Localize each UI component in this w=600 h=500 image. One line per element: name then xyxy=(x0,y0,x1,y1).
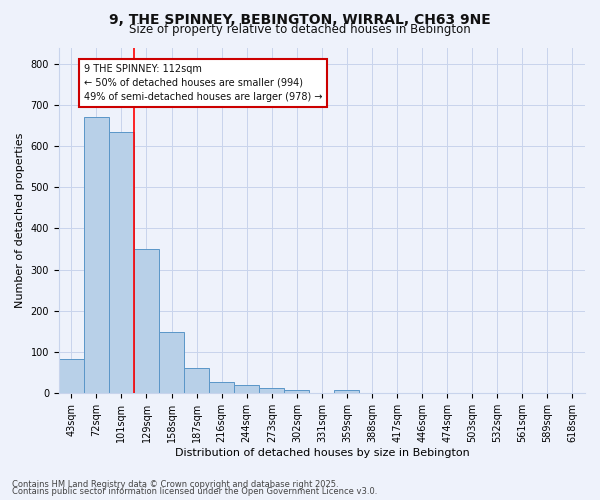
Text: Contains HM Land Registry data © Crown copyright and database right 2025.: Contains HM Land Registry data © Crown c… xyxy=(12,480,338,489)
Bar xyxy=(209,382,234,393)
Bar xyxy=(134,249,159,393)
Bar xyxy=(334,390,359,393)
Bar xyxy=(109,132,134,393)
X-axis label: Distribution of detached houses by size in Bebington: Distribution of detached houses by size … xyxy=(175,448,469,458)
Bar xyxy=(59,359,84,393)
Bar xyxy=(159,332,184,393)
Text: Size of property relative to detached houses in Bebington: Size of property relative to detached ho… xyxy=(129,22,471,36)
Text: Contains public sector information licensed under the Open Government Licence v3: Contains public sector information licen… xyxy=(12,487,377,496)
Bar xyxy=(259,388,284,393)
Bar xyxy=(284,390,310,393)
Bar xyxy=(234,386,259,393)
Text: 9 THE SPINNEY: 112sqm
← 50% of detached houses are smaller (994)
49% of semi-det: 9 THE SPINNEY: 112sqm ← 50% of detached … xyxy=(84,64,322,102)
Y-axis label: Number of detached properties: Number of detached properties xyxy=(15,132,25,308)
Bar xyxy=(84,118,109,393)
Text: 9, THE SPINNEY, BEBINGTON, WIRRAL, CH63 9NE: 9, THE SPINNEY, BEBINGTON, WIRRAL, CH63 … xyxy=(109,12,491,26)
Bar xyxy=(184,368,209,393)
